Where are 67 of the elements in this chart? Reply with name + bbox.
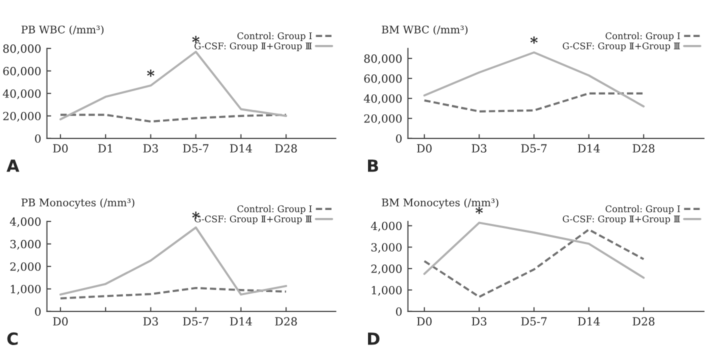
legend-label: G-CSF: Group Ⅱ+Group Ⅲ: [194, 42, 312, 52]
x-tick-label: D14: [230, 317, 252, 326]
annotation: *: [530, 36, 538, 44]
x-tick-label: D0: [53, 144, 68, 153]
annotation: *: [147, 70, 154, 77]
line-series: [423, 51, 645, 108]
y-tick-label: 2,000: [371, 264, 402, 274]
x-tick-label: D0: [53, 317, 68, 326]
y-tick-label: 60,000: [364, 74, 402, 84]
y-tick-label: 80,000: [3, 44, 41, 54]
y-tick-label: 0: [396, 307, 402, 316]
x-tick-label: D0: [417, 317, 432, 326]
y-tick-label: 4,000: [370, 222, 402, 232]
x-tick-label: D28: [275, 144, 297, 153]
y-tick-label: 0: [396, 134, 402, 143]
x-tick-label: D3: [472, 317, 486, 326]
x-tick-label: D3: [143, 317, 158, 326]
x-tick-label: D14: [230, 144, 252, 152]
line-series: [59, 286, 288, 300]
x-tick-label: D5-7: [183, 144, 208, 153]
y-tick-label: 0: [35, 134, 41, 143]
line-series: [423, 228, 645, 298]
y-tick-label: 1,000: [372, 286, 402, 296]
x-tick-label: D0: [417, 144, 432, 153]
y-tick-label: 4,000: [10, 217, 41, 228]
legend-label: G-CSF: Group Ⅱ+Group Ⅲ: [562, 216, 680, 224]
legend-label: G-CSF: Group Ⅱ+Group Ⅲ: [562, 42, 680, 52]
legend-label: Control: Group Ⅰ: [237, 32, 312, 41]
y-tick-label: 60,000: [3, 66, 41, 77]
x-tick-label: D5-7: [521, 317, 547, 326]
y-axis-title: BM WBC (/mm³): [382, 25, 468, 35]
x-tick-label: D1: [98, 144, 112, 152]
annotation: *: [476, 206, 483, 214]
text: A: [6, 160, 20, 172]
line-series: [59, 50, 288, 120]
y-tick-label: 0: [35, 307, 41, 316]
line-series: [59, 226, 288, 296]
x-tick-label: D28: [632, 144, 654, 153]
y-tick-label: 20,000: [364, 114, 402, 124]
annotation: *: [192, 36, 200, 44]
text: B: [368, 160, 378, 172]
y-axis-title: PB Monocytes (/mm³): [22, 198, 134, 209]
x-tick-label: D14: [578, 144, 600, 152]
x-tick-label: D14: [578, 317, 600, 326]
y-tick-label: 2,000: [10, 262, 41, 272]
y-tick-label: 40,000: [2, 89, 41, 100]
y-tick-label: 80,000: [364, 54, 402, 64]
line-series: [59, 114, 288, 123]
x-tick-label: D28: [632, 317, 654, 326]
y-tick-label: 3,000: [371, 243, 402, 253]
text: D: [368, 332, 380, 345]
legend-label: Control: Group Ⅰ: [606, 205, 680, 214]
x-tick-label: D5-7: [183, 317, 208, 326]
y-axis-title: PB WBC (/mm³): [22, 25, 104, 35]
x-tick-label: D28: [275, 317, 297, 326]
y-tick-label: 40,000: [364, 94, 402, 104]
y-axis-title: BM Monocytes (/mm³): [382, 198, 498, 209]
line-series: [423, 92, 645, 112]
y-tick-label: 20,000: [3, 112, 41, 122]
legend-label: Control: Group Ⅰ: [237, 205, 312, 214]
text: C: [7, 332, 18, 346]
x-tick-label: D5-7: [521, 144, 547, 153]
y-tick-label: 3,000: [10, 240, 41, 250]
legend-label: Control: Group Ⅰ: [606, 32, 680, 41]
y-tick-label: 1,000: [10, 284, 41, 295]
x-tick-label: D3: [472, 144, 486, 153]
x-tick-label: D3: [143, 144, 158, 153]
